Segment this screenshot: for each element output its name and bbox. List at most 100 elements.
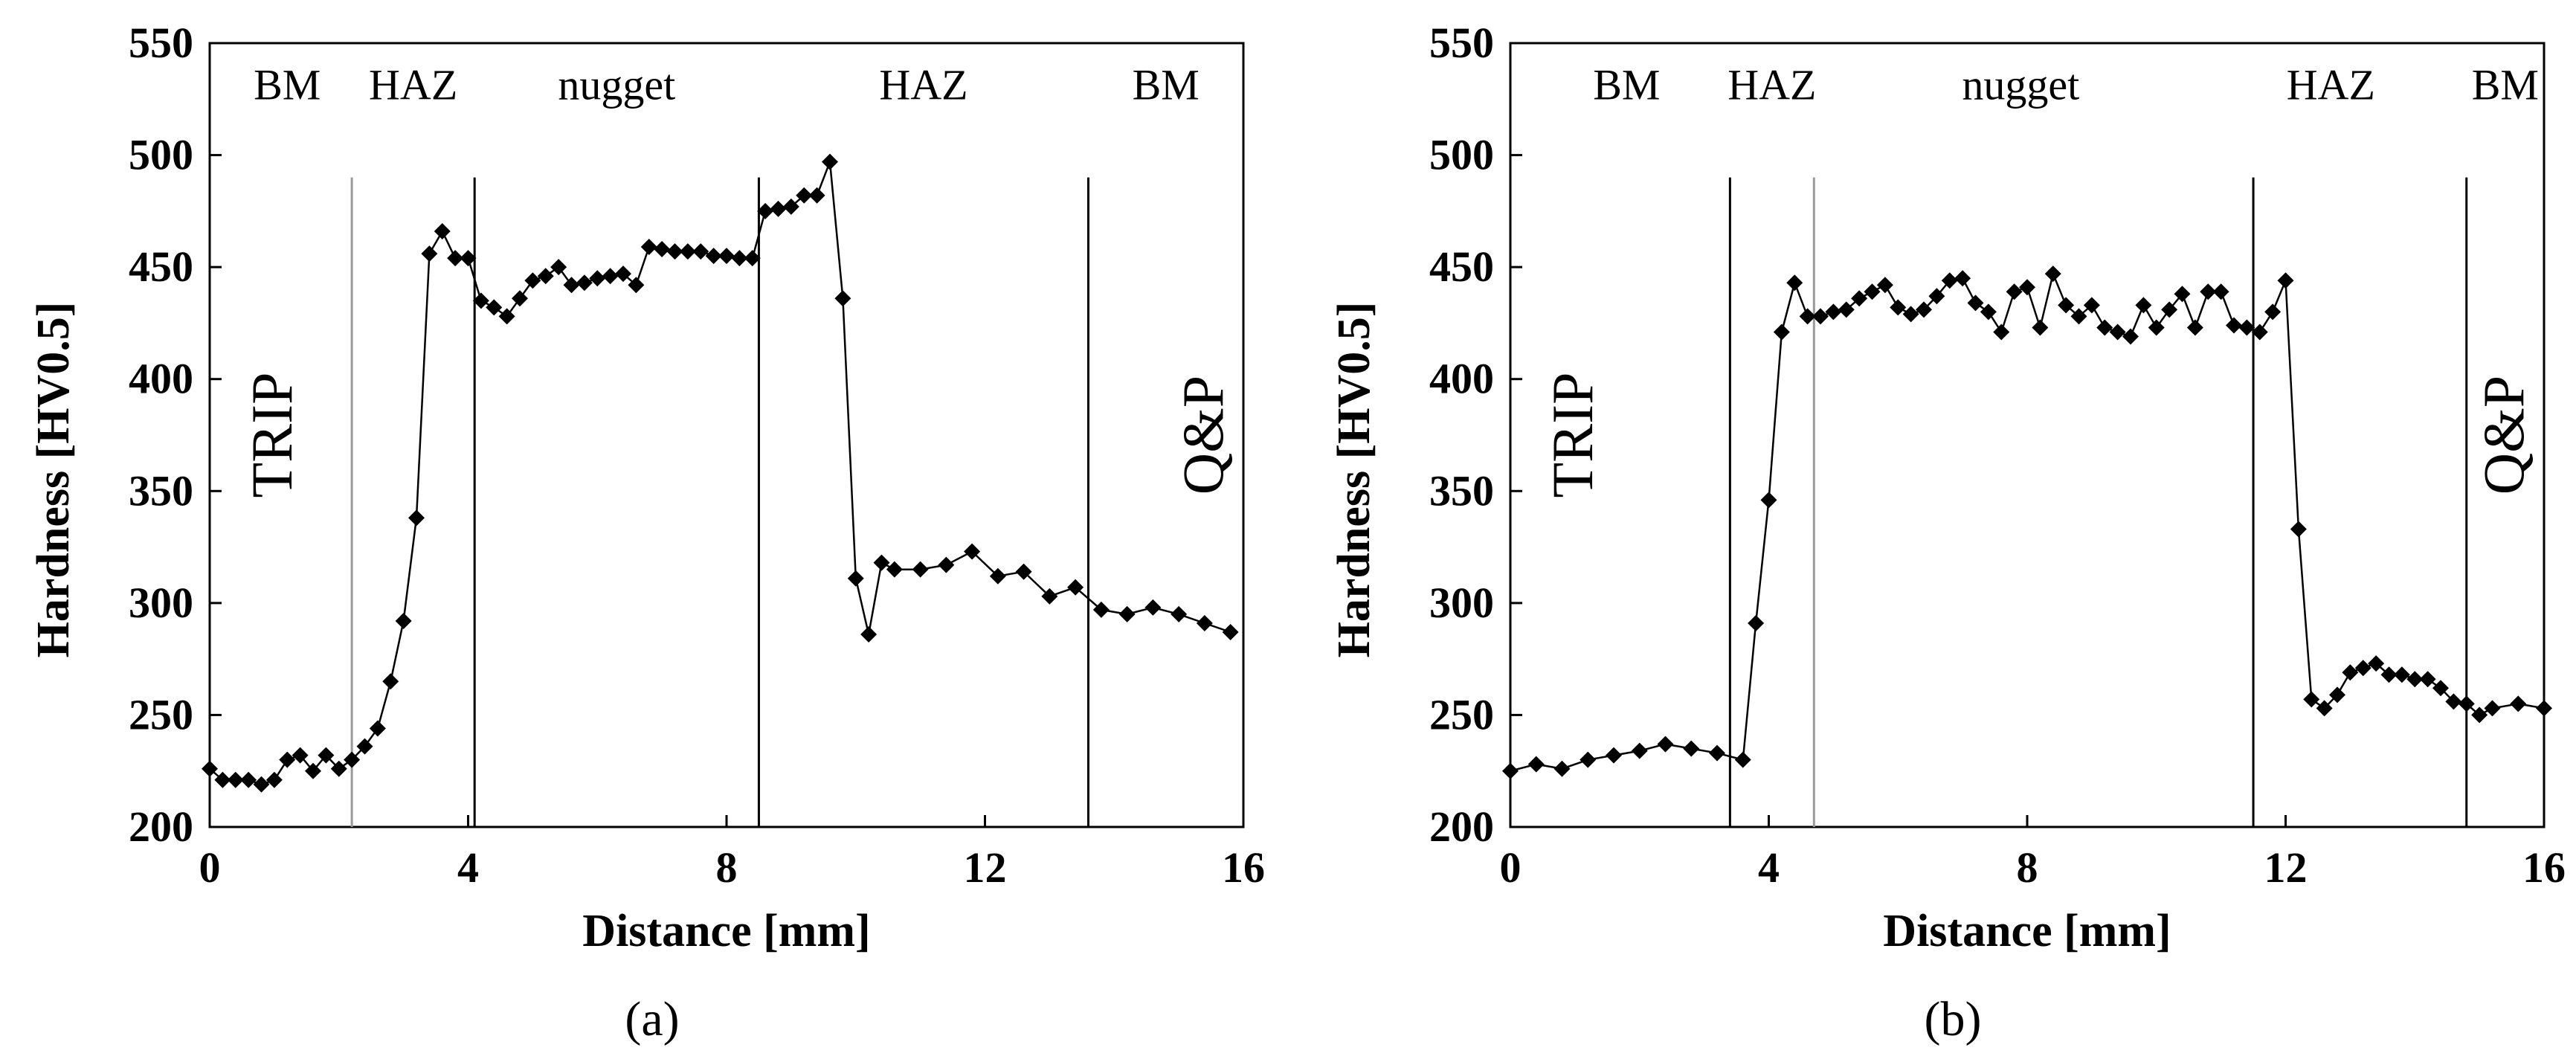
panel-a-data-point xyxy=(486,299,503,316)
panel-b-data-point xyxy=(2354,660,2371,677)
panel-b-data-point xyxy=(2200,283,2217,300)
panel-b-data-point xyxy=(1631,742,1648,759)
panel-b-caption: (b) xyxy=(1925,992,1982,1046)
panel-b-y-axis: 200 250 300 350 400 450 500 550 xyxy=(1429,19,1522,851)
panel-b-data-point xyxy=(1760,492,1777,509)
panel-a-y-axis: 200 250 300 350 400 450 500 550 xyxy=(129,19,222,851)
panel-b-data-point xyxy=(2058,297,2075,314)
panel-a-data-point xyxy=(847,570,864,587)
panel-b-data-point xyxy=(1553,760,1571,777)
panel-b-x-tick-label: 4 xyxy=(1758,843,1780,892)
panel-b-right-material-label: Q&P xyxy=(2471,376,2536,495)
panel-a-data-point xyxy=(666,243,683,260)
panel-b-data-point xyxy=(2032,319,2049,336)
panel-a-data-point xyxy=(253,776,270,793)
panel-b-data-point xyxy=(1502,762,1519,779)
panel-a-region-label: BM xyxy=(254,60,321,109)
panel-a-data-point xyxy=(344,751,361,768)
panel-b-data-point xyxy=(1683,740,1700,757)
panel-a-data-point xyxy=(770,200,787,217)
panel-a-data-point xyxy=(279,751,296,768)
panel-b-data-point xyxy=(2174,286,2191,303)
panel-b-data-point xyxy=(1864,283,1881,300)
panel-a-data-point xyxy=(240,771,257,788)
panel-a-x-tick-label: 12 xyxy=(964,843,1007,892)
panel-b-chart: 200 250 300 350 400 450 500 550 0 4 8 12 16 BM HAZ nu… xyxy=(1329,19,2566,1046)
panel-a-data-point xyxy=(563,277,580,294)
panel-b-data-point xyxy=(2471,706,2488,724)
panel-b-data-point xyxy=(1773,324,1790,341)
panel-b-data-point xyxy=(2186,319,2203,336)
panel-a-data-point xyxy=(292,747,309,764)
panel-a-data-point xyxy=(460,250,477,267)
panel-a-data-point xyxy=(318,747,335,764)
panel-b-x-tick-label: 12 xyxy=(2264,843,2308,892)
panel-a-data-point xyxy=(524,272,541,289)
panel-a-data-point xyxy=(1171,605,1188,622)
panel-a-data-point xyxy=(202,760,218,777)
panel-a-x-axis: 0 4 8 12 16 xyxy=(199,815,1265,892)
panel-a-data-point xyxy=(602,268,619,285)
panel-b-data-point xyxy=(1606,747,1622,764)
panel-b-data-point xyxy=(2380,666,2398,683)
panel-b-data-point xyxy=(2484,700,2501,717)
panel-a-data-point xyxy=(679,243,696,260)
panel-a-data-point xyxy=(1144,599,1162,616)
panel-b-y-tick-label: 450 xyxy=(1429,242,1494,291)
panel-b-data-point xyxy=(2238,319,2255,336)
panel-b-boundary-lines xyxy=(1728,177,2468,827)
panel-a-region-labels: BM HAZ nugget HAZ BM xyxy=(254,60,1200,109)
panel-b-data-point xyxy=(1928,288,1945,305)
panel-a-y-tick-label: 350 xyxy=(129,466,193,515)
panel-b-data-point xyxy=(1580,751,1597,768)
panel-a-data-point xyxy=(512,290,528,307)
panel-a-data-point xyxy=(1118,605,1136,622)
panel-b-data-point xyxy=(2303,691,2320,708)
panel-a-chart: 200 250 300 350 400 450 500 550 0 4 8 12 16 BM HAZ nu… xyxy=(28,19,1265,1046)
panel-a-data-point xyxy=(654,241,671,258)
panel-a-data-point xyxy=(782,198,799,215)
panel-b-data-point xyxy=(2290,521,2307,538)
panel-b-data-point xyxy=(1902,306,1919,323)
panel-a-data-point xyxy=(628,277,645,294)
panel-b-data-point xyxy=(2458,695,2475,712)
panel-a-data-point xyxy=(886,561,903,578)
panel-a-data-point xyxy=(860,626,878,643)
panel-a-data-point xyxy=(305,762,321,779)
panel-b-data-point xyxy=(1980,303,1997,321)
panel-b-data-point xyxy=(1967,294,1984,312)
panel-b-data-point xyxy=(2044,265,2061,283)
panel-b-x-axis: 0 4 8 12 16 xyxy=(1500,815,2566,892)
panel-a-data-point xyxy=(1196,614,1213,631)
panel-a-data-point xyxy=(822,153,838,170)
panel-b-data-point xyxy=(2070,308,2087,325)
panel-b-data-point xyxy=(1734,751,1751,768)
panel-a-data-point xyxy=(356,738,373,755)
panel-b-region-label: BM xyxy=(2472,60,2539,109)
panel-b-region-label: HAZ xyxy=(1727,60,1816,109)
panel-a-data-point xyxy=(744,250,761,267)
panel-b-y-tick-label: 250 xyxy=(1429,690,1494,738)
panel-a-data-point xyxy=(808,187,825,204)
panel-b-y-tick-label: 550 xyxy=(1429,19,1494,67)
panel-b-data-point xyxy=(2212,283,2229,300)
panel-b-data-point xyxy=(2083,297,2100,314)
panel-a-data-point xyxy=(395,612,412,629)
panel-b-data-point xyxy=(2006,283,2023,300)
panel-b-y-tick-label: 200 xyxy=(1429,802,1494,851)
panel-a-y-tick-label: 200 xyxy=(129,802,193,851)
panel-b-data-point xyxy=(2329,686,2345,704)
panel-b-region-label: HAZ xyxy=(2287,60,2375,109)
panel-a-data-point xyxy=(964,543,981,560)
panel-a-data-point xyxy=(731,250,748,267)
panel-b-data-point xyxy=(2264,303,2282,321)
panel-a-data-point xyxy=(537,268,554,285)
panel-a-y-axis-title: Hardness [HV0.5] xyxy=(28,302,79,658)
panel-a-y-tick-label: 300 xyxy=(129,579,193,627)
panel-a-series xyxy=(202,153,1239,793)
panel-b-x-axis-title: Distance [mm] xyxy=(1883,906,2171,956)
panel-a-boundary-lines xyxy=(350,177,1089,827)
panel-b-data-point xyxy=(2536,700,2552,717)
panel-b-x-tick-label: 0 xyxy=(1500,843,1522,892)
panel-a-data-point xyxy=(1015,563,1032,580)
